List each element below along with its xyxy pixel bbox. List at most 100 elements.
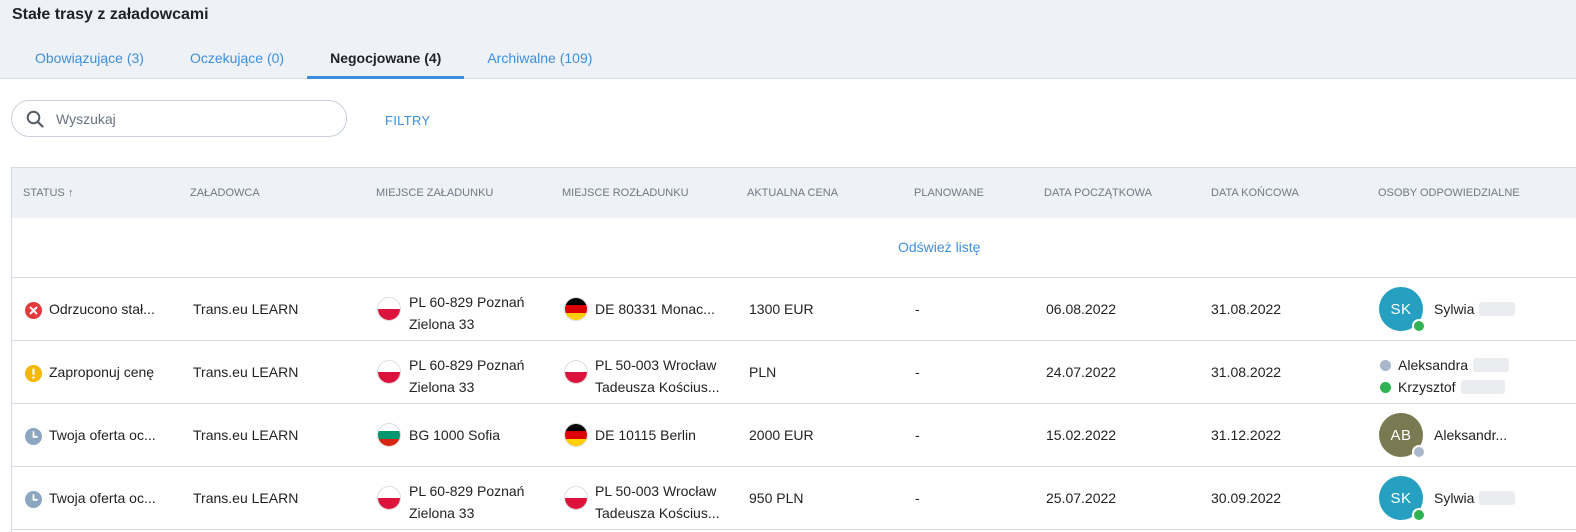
tab-negotiated[interactable]: Negocjowane (4)	[307, 44, 465, 79]
avatar[interactable]: AB	[1379, 413, 1426, 459]
tab-active-routes[interactable]: Obowiązujące (3)	[35, 50, 144, 66]
poland-flag-icon	[564, 360, 588, 384]
column-header-loading[interactable]: MIEJSCE ZAŁADUNKU	[376, 187, 494, 199]
status-text: Odrzucono stał...	[49, 301, 155, 317]
poland-flag-icon	[377, 297, 401, 321]
status-text: Zaproponuj cenę	[49, 364, 155, 380]
shipper-name: Trans.eu LEARN	[193, 490, 299, 506]
responsible-person-name: Sylwia	[1434, 301, 1475, 317]
away-status-icon	[1380, 360, 1391, 371]
responsible-person: Sylwia	[1434, 490, 1516, 506]
loading-place: PL 60-829 Poznań Zielona 33	[409, 291, 524, 335]
table-header: STATUS ↑ ZAŁADOWCA MIEJSCE ZAŁADUNKU MIE…	[12, 168, 1576, 218]
end-date: 31.08.2022	[1211, 364, 1282, 380]
column-status-label: STATUS	[23, 187, 65, 199]
unloading-place: PL 50-003 Wrocław Tadeusza Kościus...	[595, 354, 720, 398]
planned-value: -	[915, 490, 920, 506]
start-date: 25.07.2022	[1046, 490, 1117, 506]
poland-flag-icon	[564, 486, 588, 510]
page-title: Stałe trasy z załadowcami	[12, 6, 209, 23]
tab-archived[interactable]: Archiwalne (109)	[487, 50, 593, 66]
clock-icon	[25, 428, 42, 445]
unloading-place-line2: Tadeusza Kościus...	[595, 379, 720, 395]
table-row[interactable]: Twoja oferta oc... Trans.eu LEARN BG 100…	[12, 404, 1576, 467]
germany-flag-icon	[564, 423, 588, 447]
responsible-person: Sylwia	[1434, 301, 1516, 317]
online-status-icon	[1412, 508, 1426, 522]
sort-arrow-icon: ↑	[67, 187, 74, 199]
online-status-icon	[1380, 382, 1391, 393]
current-price: PLN	[749, 364, 777, 380]
avatar[interactable]: SK	[1379, 476, 1426, 522]
column-header-end-date[interactable]: DATA KOŃCOWA	[1211, 187, 1299, 199]
redacted-surname	[1473, 358, 1510, 372]
loading-place-line1: PL 60-829 Poznań	[409, 357, 525, 373]
current-price: 950 PLN	[749, 490, 804, 506]
shipper-name: Trans.eu LEARN	[193, 364, 299, 380]
column-header-unloading[interactable]: MIEJSCE ROZŁADUNKU	[562, 187, 689, 199]
column-header-start-date[interactable]: DATA POCZĄTKOWA	[1044, 187, 1152, 199]
loading-place: PL 60-829 Poznań Zielona 33	[409, 354, 524, 398]
search-box	[11, 100, 347, 137]
redacted-surname	[1460, 380, 1505, 394]
unloading-place: PL 50-003 Wrocław Tadeusza Kościus...	[595, 480, 720, 524]
loading-place-line2: Zielona 33	[409, 505, 475, 521]
refresh-row: Odśwież listę	[12, 218, 1576, 278]
table-row[interactable]: Zaproponuj cenę Trans.eu LEARN PL 60-829…	[12, 341, 1576, 404]
responsible-person-name: Aleksandr...	[1434, 427, 1508, 443]
search-input[interactable]	[56, 107, 336, 131]
loading-place-line2: Zielona 33	[409, 379, 475, 395]
loading-place: PL 60-829 Poznań Zielona 33	[409, 480, 524, 524]
avatar-initials: AB	[1390, 426, 1412, 444]
avatar-initials: SK	[1390, 489, 1412, 507]
planned-value: -	[915, 427, 920, 443]
x-circle-icon	[25, 302, 42, 319]
redacted-surname	[1479, 302, 1516, 316]
current-price: 1300 EUR	[749, 301, 814, 317]
header: Stałe trasy z załadowcami Obowiązujące (…	[0, 0, 1576, 79]
away-status-icon	[1412, 445, 1426, 459]
clock-icon	[25, 491, 42, 508]
tab-pending[interactable]: Oczekujące (0)	[189, 50, 285, 66]
end-date: 31.08.2022	[1211, 301, 1282, 317]
refresh-list-link[interactable]: Odśwież listę	[898, 239, 981, 255]
start-date: 15.02.2022	[1046, 427, 1117, 443]
responsible-person[interactable]: Aleksandra	[1380, 354, 1510, 376]
routes-table: STATUS ↑ ZAŁADOWCA MIEJSCE ZAŁADUNKU MIE…	[11, 167, 1576, 532]
planned-value: -	[915, 301, 920, 317]
tab-bar: Obowiązujące (3) Oczekujące (0) Negocjow…	[12, 44, 615, 79]
unloading-place: DE 10115 Berlin	[595, 427, 696, 443]
online-status-icon	[1412, 319, 1426, 333]
search-icon	[26, 110, 44, 128]
shipper-name: Trans.eu LEARN	[193, 427, 299, 443]
column-header-responsible[interactable]: OSOBY ODPOWIEDZIALNE	[1378, 187, 1520, 199]
column-header-price[interactable]: AKTUALNA CENA	[747, 187, 839, 199]
responsible-person-name: Krzysztof	[1398, 379, 1456, 395]
table-row[interactable]: Odrzucono stał... Trans.eu LEARN PL 60-8…	[12, 278, 1576, 341]
loading-place-line1: PL 60-829 Poznań	[409, 294, 525, 310]
responsible-person[interactable]: Krzysztof	[1380, 376, 1509, 398]
column-header-shipper[interactable]: ZAŁADOWCA	[190, 187, 260, 199]
exclamation-circle-icon	[25, 365, 42, 382]
status-text: Twoja oferta oc...	[49, 490, 156, 506]
loading-place: BG 1000 Sofia	[409, 427, 501, 443]
start-date: 06.08.2022	[1046, 301, 1117, 317]
end-date: 30.09.2022	[1211, 490, 1282, 506]
end-date: 31.12.2022	[1211, 427, 1282, 443]
unloading-place: DE 80331 Monac...	[595, 301, 715, 317]
column-header-status[interactable]: STATUS ↑	[23, 187, 73, 199]
column-header-planned[interactable]: PLANOWANE	[914, 187, 984, 199]
filters-button[interactable]: FILTRY	[385, 113, 431, 128]
unloading-place-line1: PL 50-003 Wrocław	[595, 483, 717, 499]
responsible-people-list: Aleksandra Krzysztof	[1380, 354, 1510, 398]
responsible-person-name: Sylwia	[1434, 490, 1475, 506]
responsible-person-name: Aleksandra	[1398, 357, 1469, 373]
table-row[interactable]: Twoja oferta oc... Trans.eu LEARN PL 60-…	[12, 467, 1576, 530]
avatar[interactable]: SK	[1379, 287, 1426, 333]
unloading-place-line1: PL 50-003 Wrocław	[595, 357, 717, 373]
bulgaria-flag-icon	[377, 423, 401, 447]
status-text: Twoja oferta oc...	[49, 427, 156, 443]
current-price: 2000 EUR	[749, 427, 814, 443]
loading-place-line1: PL 60-829 Poznań	[409, 483, 525, 499]
planned-value: -	[915, 364, 920, 380]
